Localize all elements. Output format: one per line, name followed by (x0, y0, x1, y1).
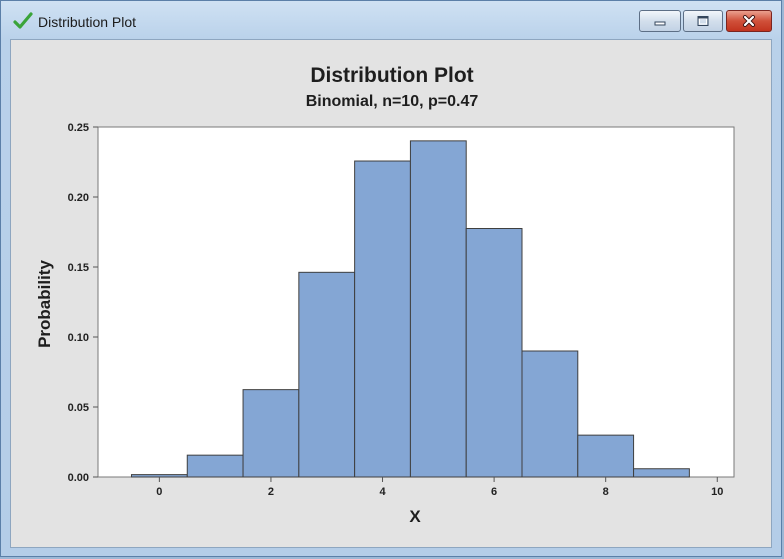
bar-x-1 (186, 454, 244, 478)
x-tick-label: 6 (491, 486, 497, 498)
y-tick-label: 0.00 (68, 472, 89, 484)
y-tick-label: 0.15 (68, 262, 89, 274)
x-tick-label: 10 (711, 486, 723, 498)
checkmark-icon (13, 12, 33, 29)
y-tick-label: 0.20 (68, 192, 89, 204)
maximize-button[interactable] (683, 10, 723, 32)
plot-panel: Distribution Plot Binomial, n=10, p=0.47… (10, 39, 772, 548)
x-tick-label: 4 (379, 486, 386, 498)
bar-x-4 (354, 160, 411, 478)
bar-x-6 (465, 228, 523, 478)
bar-x-7 (521, 350, 579, 478)
x-tick-label: 8 (603, 486, 609, 498)
x-tick-label: 2 (268, 486, 274, 498)
bar-x-9 (633, 468, 690, 478)
bar-x-8 (577, 434, 635, 478)
bar-x-3 (298, 271, 356, 478)
window-title: Distribution Plot (38, 14, 137, 30)
y-tick-label: 0.25 (68, 122, 89, 134)
bar-x-2 (242, 389, 300, 478)
bar-x-5 (409, 140, 467, 478)
maximize-icon (697, 16, 709, 26)
close-icon (743, 15, 755, 27)
chart-subtitle: Binomial, n=10, p=0.47 (305, 93, 479, 110)
y-tick-label: 0.05 (68, 402, 89, 414)
distribution-chart: 0.00 0.05 0.10 0.15 0.20 0.25 0 2 4 6 8 10 Probabi… (35, 122, 735, 526)
minimize-icon (654, 21, 666, 26)
x-axis-label: X (409, 507, 421, 526)
y-tick-label: 0.10 (68, 332, 89, 344)
title-bar[interactable]: Distribution Plot (1, 1, 781, 39)
bar-x-0 (130, 474, 188, 478)
y-axis-label: Probability (35, 260, 54, 348)
x-tick-label: 0 (156, 486, 162, 498)
minimize-button[interactable] (639, 10, 681, 32)
chart-title: Distribution Plot (310, 64, 474, 87)
close-button[interactable] (726, 10, 772, 32)
